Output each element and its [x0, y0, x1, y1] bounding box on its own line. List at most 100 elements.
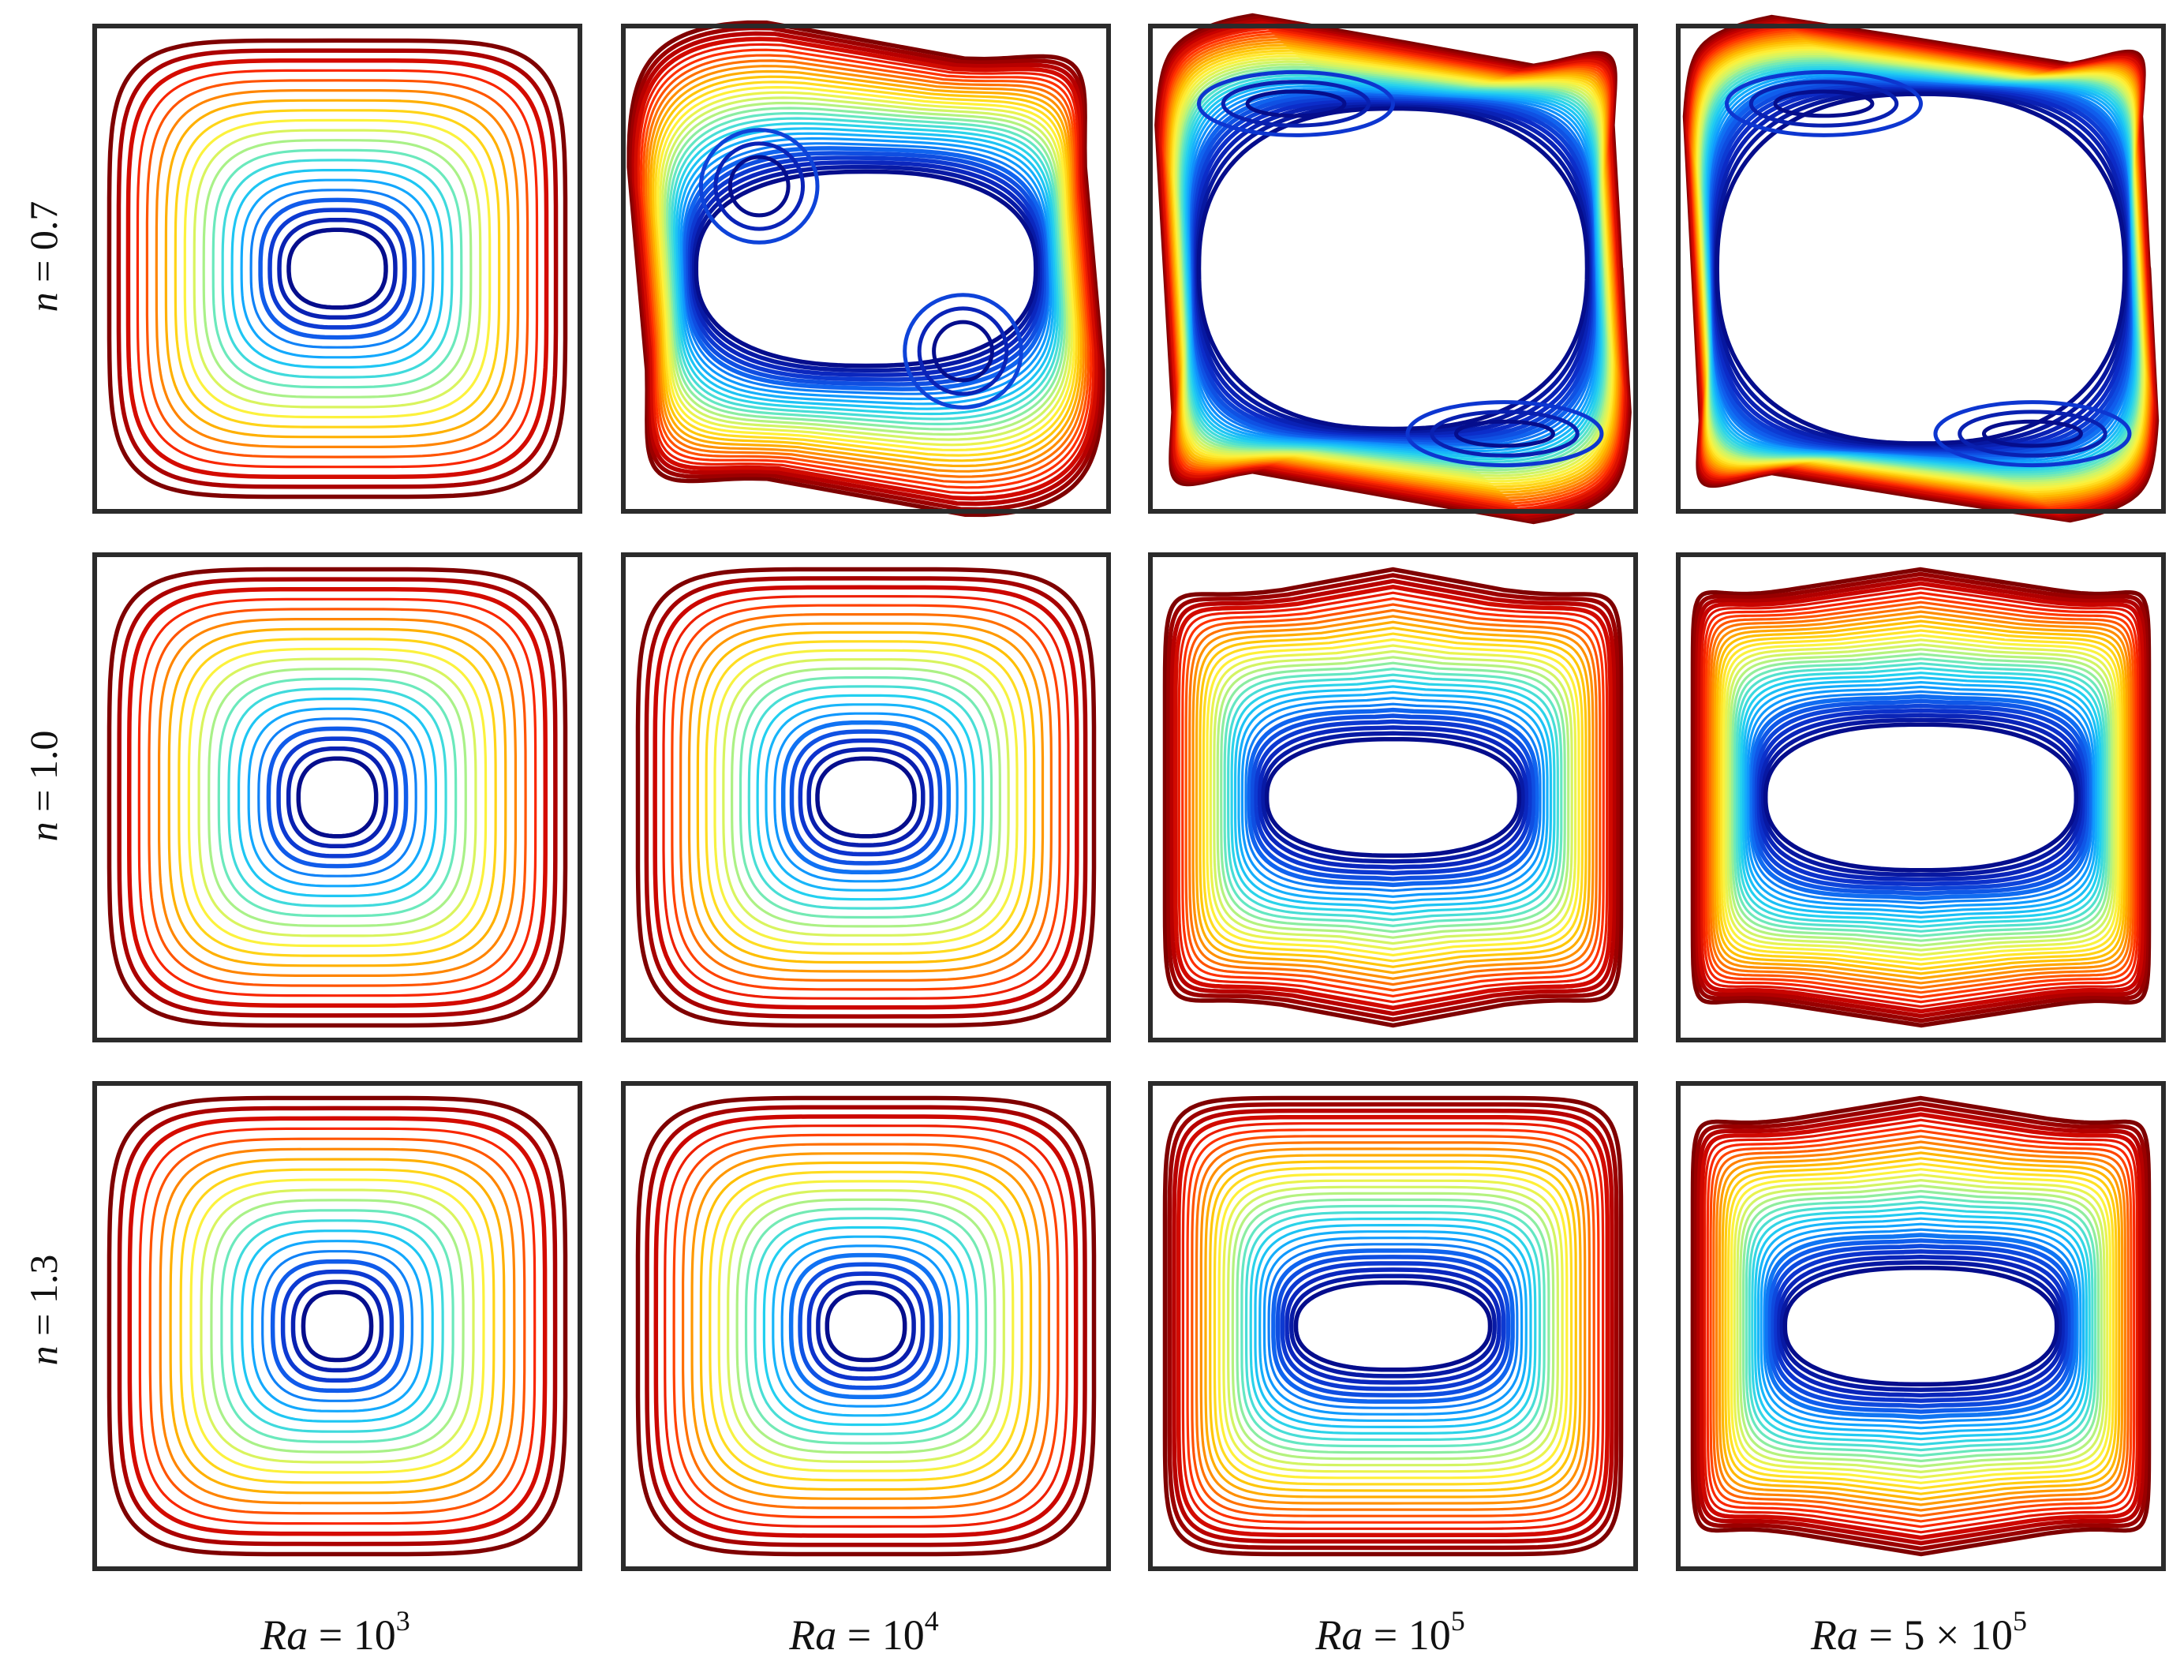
- streamline: [178, 638, 497, 957]
- streamline: [651, 75, 1081, 462]
- streamline: [221, 159, 454, 379]
- streamline: [1748, 690, 2093, 905]
- streamline: [739, 675, 993, 919]
- streamline: [1712, 1135, 2130, 1517]
- streamline: [1240, 697, 1546, 898]
- streamline: [107, 567, 568, 1028]
- streamline: [1767, 1238, 2074, 1414]
- streamline: [1745, 1195, 2097, 1457]
- streamline: [1720, 629, 2122, 966]
- streamline: [699, 1161, 1033, 1491]
- column-label-ra-5e5: Ra = 5 × 105: [1810, 1605, 2027, 1659]
- streamline-panel: [1676, 1081, 2166, 1571]
- streamline: [211, 148, 463, 389]
- streamline: [1750, 694, 2092, 901]
- streamline: [671, 604, 1061, 991]
- vortex-core: [727, 155, 791, 218]
- streamline: [241, 1229, 434, 1423]
- panel-background: [95, 26, 580, 511]
- streamline: [1718, 1146, 2124, 1506]
- streamline: [1187, 608, 1599, 986]
- streamline: [1184, 603, 1602, 992]
- streamline: [1763, 722, 2079, 873]
- streamline: [202, 139, 473, 398]
- streamline: [240, 178, 435, 359]
- streamline: [679, 137, 1053, 401]
- streamline: [637, 43, 1095, 495]
- panel-frame: [92, 1081, 582, 1571]
- streamline-panel: [621, 552, 1111, 1042]
- row-label-n-1.0: n = 1.0: [21, 731, 65, 842]
- streamline: [825, 1289, 907, 1363]
- streamline: [230, 169, 444, 369]
- streamline: [1217, 1173, 1569, 1480]
- streamline: [1700, 1112, 2142, 1540]
- streamline: [662, 595, 1070, 1000]
- streamline: [1191, 615, 1595, 980]
- streamline: [1275, 1255, 1511, 1398]
- streamline: [1779, 1260, 2062, 1392]
- streamline: [1209, 644, 1577, 951]
- streamline: [1236, 1198, 1550, 1454]
- streamline: [1733, 657, 2108, 937]
- streamline: [1258, 1230, 1528, 1422]
- streamline: [1724, 1157, 2118, 1495]
- streamline: [290, 1279, 384, 1373]
- streamline: [1271, 1248, 1515, 1404]
- streamline: [645, 1105, 1087, 1547]
- streamline: [744, 1207, 988, 1445]
- streamline: [730, 667, 1002, 928]
- streamline: [656, 85, 1075, 452]
- streamline: [1690, 567, 2152, 1028]
- streamline: [1709, 1129, 2133, 1523]
- streamline: [659, 91, 1073, 447]
- streamline: [694, 169, 1038, 369]
- streamline: [1729, 648, 2113, 947]
- streamline: [1726, 643, 2115, 952]
- streamline: [646, 65, 1086, 473]
- streamline: [727, 1188, 1005, 1464]
- streamline: [672, 1133, 1060, 1519]
- streamline: [1195, 620, 1591, 975]
- streamline: [1162, 567, 1624, 1028]
- streamline: [1756, 1217, 2085, 1435]
- streamline: [1746, 685, 2096, 910]
- streamline: [664, 101, 1068, 436]
- panel-frame: [621, 552, 1111, 1042]
- streamline: [296, 756, 379, 839]
- streamline: [1166, 573, 1620, 1022]
- streamline: [179, 1168, 496, 1484]
- row-label-n-0.7: n = 0.7: [21, 201, 65, 312]
- streamline: [148, 1137, 526, 1515]
- streamline: [200, 1188, 475, 1464]
- streamline: [1744, 680, 2098, 915]
- streamline: [1711, 610, 2130, 985]
- streamline: [193, 129, 482, 409]
- streamline: [780, 720, 952, 875]
- vortex-core: [1405, 400, 1604, 468]
- streamline: [1697, 581, 2145, 1014]
- streamline: [1231, 1192, 1555, 1461]
- streamline: [635, 567, 1097, 1028]
- streamline: [174, 109, 501, 428]
- streamline: [138, 1127, 537, 1525]
- streamline: [1169, 578, 1617, 1016]
- streamline: [1289, 1274, 1497, 1379]
- streamline: [197, 657, 477, 937]
- streamline: [1759, 713, 2083, 882]
- streamline: [789, 729, 943, 866]
- streamline: [672, 122, 1060, 416]
- streamline: [762, 1225, 970, 1427]
- streamline: [127, 1116, 548, 1536]
- vortex-core: [1773, 89, 1875, 118]
- streamline: [1713, 615, 2129, 980]
- vortex-core: [1430, 410, 1580, 458]
- streamline: [258, 197, 417, 340]
- panel-frame: [1676, 1081, 2166, 1571]
- streamline: [230, 1219, 444, 1433]
- streamline: [137, 597, 537, 997]
- streamline: [709, 1170, 1023, 1482]
- streamline: [664, 1124, 1068, 1528]
- streamline: [210, 1199, 465, 1454]
